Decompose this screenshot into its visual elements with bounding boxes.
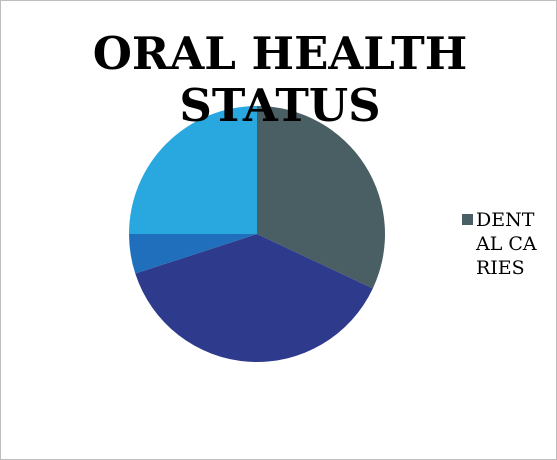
pie-slices — [129, 106, 385, 362]
legend: DENTAL CARIES — [462, 208, 542, 280]
legend-swatch — [462, 214, 473, 225]
legend-label: DENTAL CARIES — [476, 208, 538, 280]
chart-title: ORAL HEALTH STATUS — [60, 28, 500, 132]
